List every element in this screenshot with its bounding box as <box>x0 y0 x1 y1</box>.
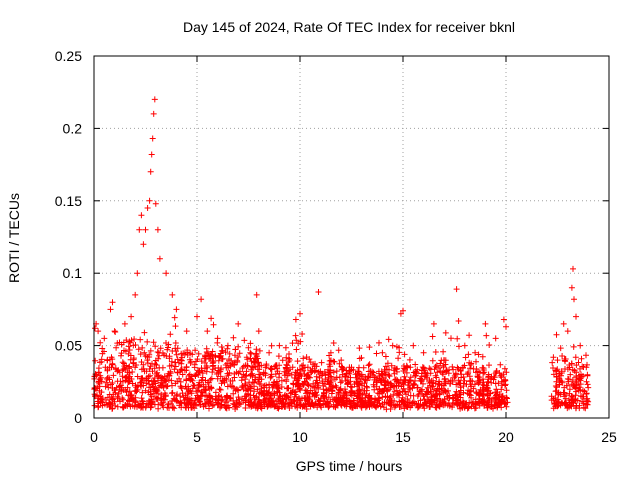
roti-markers <box>91 96 592 413</box>
y-axis-label: ROTI / TECUs <box>6 193 22 283</box>
y-tick-label: 0.05 <box>55 338 82 354</box>
data-points <box>91 96 592 413</box>
chart-title: Day 145 of 2024, Rate Of TEC Index for r… <box>183 19 515 35</box>
plot-frame <box>93 55 610 419</box>
y-tick-label: 0.2 <box>63 120 83 136</box>
x-tick-label: 10 <box>292 429 308 445</box>
x-tick-label: 25 <box>601 429 617 445</box>
grid <box>94 56 609 418</box>
x-axis-label: GPS time / hours <box>296 458 403 474</box>
x-axis-ticks: 0 5 10 15 20 25 <box>90 56 617 445</box>
y-tick-label: 0.25 <box>55 48 82 64</box>
x-tick-label: 15 <box>395 429 411 445</box>
y-axis-ticks: 0 0.05 0.1 0.15 0.2 0.25 <box>55 48 609 426</box>
x-tick-label: 0 <box>90 429 98 445</box>
axes <box>93 55 610 419</box>
x-tick-label: 20 <box>498 429 514 445</box>
y-tick-label: 0.15 <box>55 193 82 209</box>
y-tick-label: 0 <box>74 410 82 426</box>
y-tick-label: 0.1 <box>63 265 83 281</box>
x-tick-label: 5 <box>193 429 201 445</box>
